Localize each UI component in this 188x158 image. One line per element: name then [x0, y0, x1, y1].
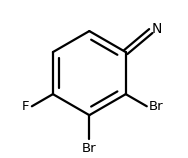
Text: Br: Br	[149, 100, 163, 113]
Text: N: N	[152, 22, 162, 36]
Text: Br: Br	[82, 142, 97, 155]
Text: F: F	[22, 100, 30, 113]
